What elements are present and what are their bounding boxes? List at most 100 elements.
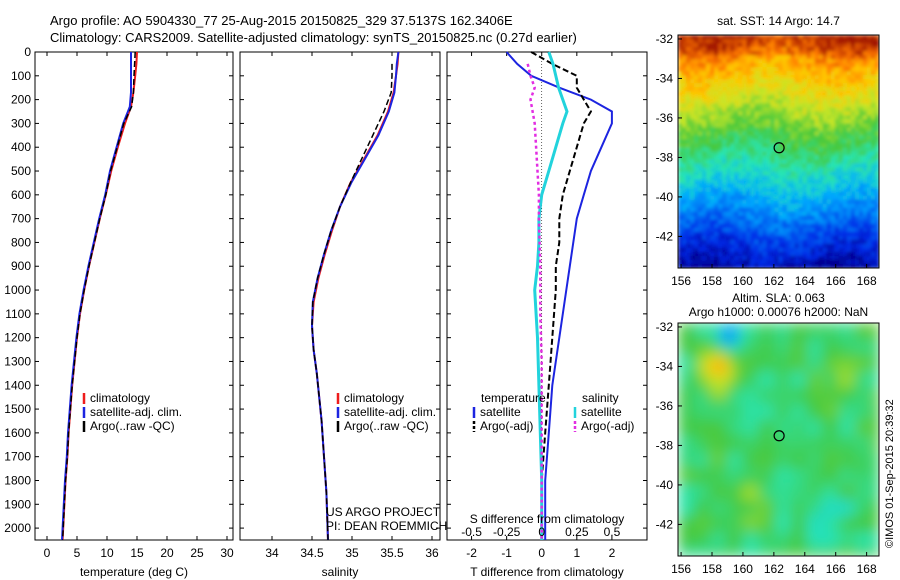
map-cell [874, 335, 879, 340]
map-cell [702, 419, 707, 425]
map-cell [738, 75, 743, 80]
map-cell [854, 227, 860, 233]
map-cell [782, 139, 788, 145]
map-cell [762, 435, 768, 441]
map-cell [714, 219, 719, 225]
map-cell [854, 183, 860, 189]
map-cell [822, 335, 828, 340]
map-cell [690, 455, 695, 461]
map-cell [734, 75, 739, 80]
map-cell [702, 247, 707, 253]
map-cell [746, 107, 751, 112]
map-cell [706, 251, 711, 257]
map-cell [682, 139, 687, 145]
map-cell [734, 431, 739, 437]
map-cell [830, 427, 836, 433]
map-cell [678, 207, 683, 213]
map-cell [738, 135, 743, 141]
map-cell [754, 87, 759, 92]
map-cell [834, 363, 840, 368]
map-cell [742, 135, 747, 141]
map-cell [854, 359, 860, 364]
map-cell [750, 443, 755, 449]
map-cell [850, 459, 856, 465]
map-cell [786, 151, 792, 157]
map-cell [742, 131, 747, 137]
map-cell [738, 143, 743, 149]
argo-line [61, 51, 136, 541]
map-cell [802, 331, 808, 336]
map-cell [750, 339, 755, 344]
map-cell [754, 255, 759, 261]
map-cell [702, 51, 707, 56]
map-cell [762, 211, 768, 217]
map-cell [774, 155, 780, 161]
map-cell [694, 51, 699, 56]
map-cell [794, 167, 800, 173]
map-cell [810, 455, 816, 461]
map-cell [774, 175, 780, 181]
map-cell [826, 95, 832, 100]
map-cell [794, 235, 800, 241]
map-cell [874, 263, 879, 268]
map-cell [746, 119, 751, 124]
map-cell [874, 155, 879, 161]
map-cell [798, 375, 804, 380]
map-cell [834, 135, 840, 141]
map-cell [806, 375, 812, 380]
map-cell [754, 343, 759, 348]
map-cell [726, 135, 731, 141]
map-cell [838, 75, 844, 80]
map-cell [782, 71, 788, 76]
y-tick-label: 500 [11, 164, 31, 178]
map-cell [758, 371, 764, 376]
map-field-cells [678, 323, 879, 556]
map-cell [766, 459, 772, 465]
map-cell [834, 411, 840, 416]
map-cell [750, 167, 755, 173]
map-cell [818, 263, 824, 268]
map-cell [714, 223, 719, 229]
map-cell [826, 379, 832, 384]
map-cell [842, 151, 848, 157]
map-cell [682, 87, 687, 92]
map-cell [778, 363, 784, 368]
map-cell [874, 363, 879, 368]
map-cell [698, 407, 703, 412]
map-cell [698, 455, 703, 461]
map-cell [874, 127, 879, 133]
map-cell [750, 127, 755, 133]
x-tick-label: 36 [425, 546, 439, 560]
map-cell [714, 367, 719, 372]
map-cell [706, 367, 711, 372]
map-cell [778, 91, 784, 96]
map-cell [782, 247, 788, 253]
map-cell [798, 35, 804, 40]
map-cell [770, 87, 776, 92]
map-cell [834, 71, 840, 76]
map-cell [830, 147, 836, 153]
map-cell [714, 135, 719, 141]
map-cell [830, 403, 836, 408]
map-cell [790, 139, 796, 145]
map-cell [690, 383, 695, 388]
map-cell [822, 131, 828, 137]
map-cell [690, 439, 695, 445]
map-cell [694, 95, 699, 100]
map-cell [798, 171, 804, 177]
map-cell [702, 103, 707, 108]
map-cell [758, 351, 764, 356]
map-cell [806, 39, 812, 44]
map-cell [826, 243, 832, 249]
map-cell [686, 435, 691, 441]
map-cell [726, 435, 731, 441]
map-cell [706, 163, 711, 169]
map-cell [814, 351, 820, 356]
map-cell [726, 351, 731, 356]
map-cell [822, 87, 828, 92]
map-cell [790, 359, 796, 364]
map-cell [718, 115, 723, 120]
map-cell [850, 159, 856, 165]
map-cell [698, 255, 703, 261]
map-cell [714, 147, 719, 153]
